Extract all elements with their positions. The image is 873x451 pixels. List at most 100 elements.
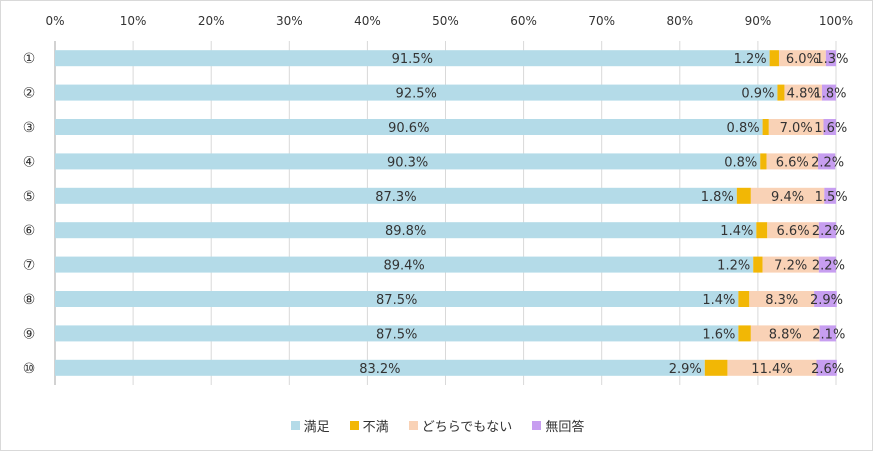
bar-segment [814,291,837,307]
bar-segment [727,359,817,376]
x-tick-label: 0% [45,14,64,28]
bar-segment [818,222,836,239]
data-label: 91.5% [392,52,433,67]
bar-segment [777,84,785,101]
data-label: 2.9% [810,293,843,308]
legend-item: 不満 [349,416,389,435]
bar-segment [738,291,750,307]
category-label: ③ [23,120,36,136]
x-tick-label: 50% [432,14,459,28]
category-label: ⑨ [23,326,36,342]
data-label: 1.4% [720,224,753,239]
data-label: 1.6% [702,327,735,342]
bar-segment [784,84,822,101]
data-label: 2.2% [811,155,844,170]
x-tick-label: 40% [354,14,381,28]
data-label: 4.8% [787,87,820,102]
x-tick-label: 60% [510,14,537,28]
bar-segment [55,50,770,67]
bar-segment [769,50,779,67]
bar-segment [55,84,778,101]
legend-label: どちらでもない [421,419,513,435]
data-label: 1.6% [814,121,847,136]
bar-segment [762,256,819,273]
data-label: 89.8% [385,224,426,239]
x-tick-label: 80% [666,14,693,28]
data-label: 90.6% [388,121,429,136]
data-label: 8.3% [765,293,798,308]
bar-segment [825,50,836,67]
bar-segment [55,222,757,239]
legend-swatch [532,420,542,430]
bar-segment [768,119,824,135]
data-label: 7.0% [780,121,813,136]
category-label: ⑦ [23,258,36,274]
data-label: 1.8% [701,190,734,205]
data-label: 87.3% [375,190,416,205]
bar-segment [762,119,769,135]
legend-label: 不満 [362,419,389,435]
x-tick-label: 20% [198,14,225,28]
bar-segment [767,222,819,239]
data-label: 2.2% [812,259,845,274]
data-label: 89.4% [383,259,424,274]
bar-segment [750,187,825,204]
data-label: 1.2% [734,52,767,67]
data-label: 8.8% [769,327,802,342]
x-tick-label: 30% [276,14,303,28]
data-label: 0.8% [727,121,760,136]
category-label: ④ [23,154,36,170]
bar-segment [704,359,728,376]
data-label: 87.5% [376,327,417,342]
category-label: ⑤ [23,189,36,205]
bar-segment [736,187,751,204]
bar-segment [55,325,739,342]
bar-segment [55,291,739,307]
data-label: 7.2% [774,259,807,274]
bar-segment [818,153,836,170]
data-label: 2.2% [812,224,845,239]
legend-swatch [408,420,418,430]
legend-item: 満足 [290,416,330,435]
category-label: ⑧ [23,292,36,308]
data-label: 9.4% [771,190,804,205]
data-label: 6.0% [786,52,819,67]
x-tick-label: 10% [120,14,147,28]
bar-segment [753,256,763,273]
bar-segment [55,187,737,204]
data-label: 0.8% [724,155,757,170]
data-label: 2.1% [812,327,845,342]
bar-segment [818,256,836,273]
bar-segment [750,325,820,342]
data-label: 1.4% [702,293,735,308]
data-label: 1.8% [813,87,846,102]
bar-segment [55,256,754,273]
data-label: 92.5% [396,87,437,102]
bar-segment [55,359,705,376]
x-tick-label: 90% [745,14,772,28]
data-label: 83.2% [359,362,400,377]
legend-label: 満足 [303,419,330,435]
bar-segment [821,84,836,101]
stacked-bar-chart: 0% 10% 20% 30% 40% 50% 60% 70% 80% 90% 100% ① 91.5% 1… [23,14,853,385]
legend-swatch [349,420,359,430]
data-label: 1.3% [815,52,848,67]
category-label: ② [23,86,36,102]
data-label: 6.6% [777,224,810,239]
bar-segment [738,325,751,342]
bar-segment [823,119,836,135]
bar-segment [756,222,768,239]
bar-segment [760,153,767,170]
data-label: 1.2% [717,259,750,274]
x-tick-label: 70% [588,14,615,28]
data-label: 87.5% [376,293,417,308]
legend-item: 無回答 [532,416,584,435]
category-label: ⑩ [23,361,36,377]
category-label: ① [23,51,36,67]
bar-segment [816,359,837,376]
data-label: 90.3% [387,155,428,170]
x-tick-label: 100% [819,14,853,28]
data-label: 2.6% [811,362,844,377]
bar-segment [749,291,815,307]
